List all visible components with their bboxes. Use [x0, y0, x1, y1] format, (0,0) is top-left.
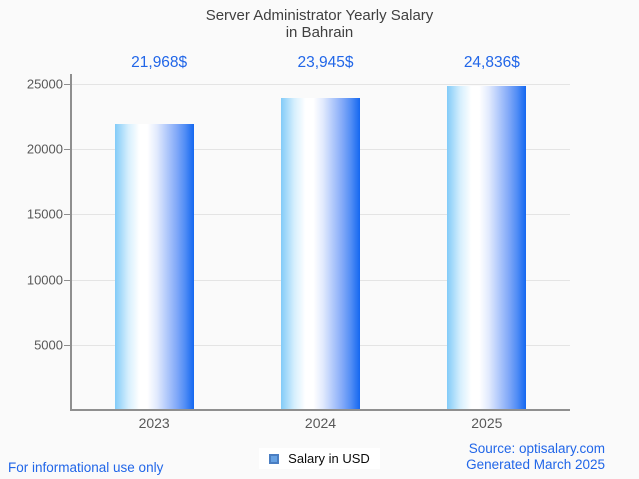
x-axis-line [70, 409, 570, 411]
generated-text: Generated March 2025 [466, 457, 605, 472]
gridline-25000 [71, 84, 570, 85]
chart-title: Server Administrator Yearly Salary in Ba… [0, 7, 639, 41]
bar-2025 [447, 86, 527, 409]
x-tick-label-2024: 2024 [304, 415, 337, 431]
y-tick-label-5000: 5000 [34, 337, 63, 353]
y-tick-mark-10000 [64, 279, 71, 281]
source-text: Source: optisalary.com [468, 441, 605, 456]
chart-title-line1: Server Administrator Yearly Salary [205, 7, 434, 24]
y-tick-mark-25000 [64, 84, 71, 85]
y-axis-line [70, 74, 72, 410]
value-label-2024: 23,945$ [297, 54, 354, 71]
legend-swatch-icon [269, 453, 280, 464]
legend-entry-salary: Salary in USD [259, 448, 380, 469]
y-tick-label-25000: 25000 [26, 76, 63, 92]
x-tick-label-2025: 2025 [471, 415, 503, 431]
y-tick-mark-20000 [64, 149, 71, 151]
x-tick-label-2023: 2023 [138, 415, 170, 431]
bar-2024 [281, 97, 360, 409]
value-label-2023: 21,968$ [131, 54, 188, 71]
legend-label: Salary in USD [288, 451, 370, 466]
bar-2023 [114, 123, 194, 409]
y-tick-label-10000: 10000 [26, 272, 63, 288]
y-tick-mark-15000 [64, 214, 71, 216]
disclaimer-text: For informational use only [8, 460, 164, 475]
y-tick-mark-5000 [64, 344, 71, 346]
value-label-2025: 24,836$ [463, 54, 520, 71]
chart-title-line2: in Bahrain [285, 24, 354, 41]
source-block: Source: optisalary.com Generated March 2… [466, 441, 605, 473]
y-tick-label-20000: 20000 [26, 141, 63, 157]
y-tick-label-15000: 15000 [26, 206, 63, 222]
